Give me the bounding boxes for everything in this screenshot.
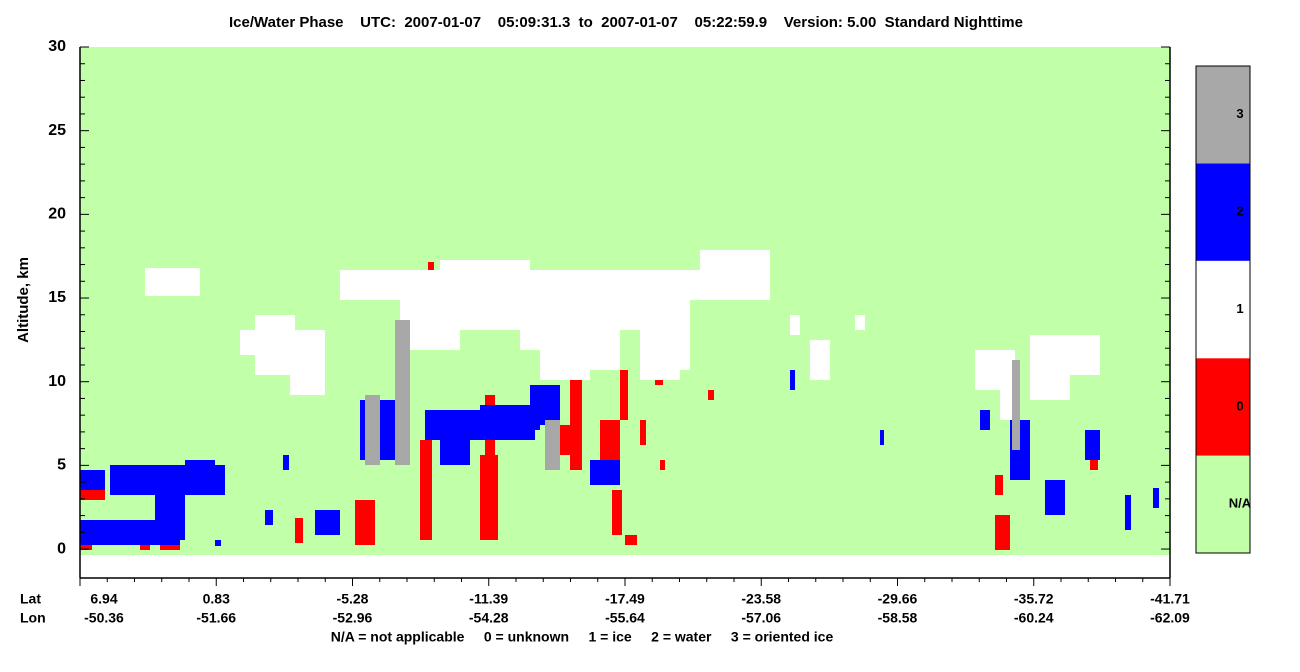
phase-region xyxy=(660,300,690,370)
phase-region xyxy=(975,350,1015,390)
phase-region xyxy=(995,515,1010,550)
colorbar-label: 3 xyxy=(1236,106,1243,121)
lat-tick-label: 6.94 xyxy=(90,591,117,607)
lat-tick-label: -41.71 xyxy=(1150,591,1190,607)
phase-region xyxy=(810,340,830,380)
y-tick-label: 20 xyxy=(48,206,66,223)
phase-region xyxy=(395,320,410,465)
phase-region xyxy=(1012,360,1020,450)
colorbar-swatch xyxy=(1196,455,1250,553)
phase-region xyxy=(480,455,498,540)
phase-region xyxy=(700,250,770,280)
y-tick-label: 25 xyxy=(48,122,66,139)
phase-region xyxy=(80,470,105,490)
lat-label: Lat xyxy=(20,591,41,607)
phase-region xyxy=(1030,370,1070,400)
phase-region xyxy=(440,260,530,280)
phase-region xyxy=(790,370,795,390)
lat-tick-label: 0.83 xyxy=(203,591,230,607)
colorbar-swatch xyxy=(1196,358,1250,456)
phase-region xyxy=(80,520,180,545)
phase-region xyxy=(1045,480,1065,515)
lat-tick-label: -5.28 xyxy=(337,591,369,607)
legend-note: N/A = not applicable 0 = unknown 1 = ice… xyxy=(331,629,834,645)
lat-tick-label: -35.72 xyxy=(1014,591,1054,607)
phase-region xyxy=(1090,455,1098,470)
phase-region xyxy=(600,420,620,470)
phase-region xyxy=(265,510,273,525)
lon-tick-label: -51.66 xyxy=(196,610,236,626)
phase-region xyxy=(145,268,200,296)
phase-region xyxy=(980,410,990,430)
colorbar-frame xyxy=(1195,65,1251,554)
colorbar-swatch xyxy=(1196,66,1250,164)
y-tick-label: 10 xyxy=(48,373,66,390)
phase-region xyxy=(290,330,325,395)
phase-region xyxy=(365,395,380,465)
colorbar-label: N/A xyxy=(1229,496,1252,511)
lon-tick-label: -60.24 xyxy=(1014,610,1054,626)
lon-tick-label: -58.58 xyxy=(878,610,918,626)
lat-tick-label: -29.66 xyxy=(878,591,918,607)
colorbar-label: 0 xyxy=(1236,398,1243,413)
y-tick-label: 30 xyxy=(48,38,66,55)
phase-region xyxy=(283,455,289,470)
lat-tick-label: -11.39 xyxy=(469,591,508,607)
phase-region xyxy=(355,500,375,545)
phase-region xyxy=(620,370,628,420)
y-tick-label: 0 xyxy=(57,540,66,557)
lon-tick-label: -57.06 xyxy=(741,610,781,626)
colorbar-label: 1 xyxy=(1236,301,1243,316)
y-tick-label: 5 xyxy=(57,457,66,474)
phase-region xyxy=(440,440,470,465)
y-tick-label: 15 xyxy=(48,289,66,306)
lon-label: Lon xyxy=(20,610,46,626)
phase-region xyxy=(185,460,215,490)
lon-tick-label: -52.96 xyxy=(333,610,373,626)
phase-region xyxy=(215,540,221,546)
phase-region xyxy=(660,460,665,470)
phase-region xyxy=(708,390,714,400)
phase-region xyxy=(545,420,560,470)
phase-region xyxy=(790,315,800,335)
phase-region xyxy=(880,430,884,445)
colorbar-label: 2 xyxy=(1236,204,1243,219)
phase-region xyxy=(855,315,865,330)
lon-tick-label: -55.64 xyxy=(605,610,645,626)
lon-tick-label: -50.36 xyxy=(84,610,124,626)
phase-region xyxy=(995,475,1003,495)
phase-region xyxy=(625,535,637,545)
phase-region xyxy=(590,460,620,485)
phase-region xyxy=(1125,495,1131,530)
colorbar-swatch xyxy=(1196,260,1250,359)
phase-region xyxy=(1153,488,1159,508)
phase-region xyxy=(612,490,622,535)
lat-tick-label: -17.49 xyxy=(605,591,645,607)
phase-region xyxy=(315,510,340,535)
lon-tick-label: -54.28 xyxy=(469,610,509,626)
phase-region xyxy=(640,420,646,445)
lon-tick-label: -62.09 xyxy=(1150,610,1190,626)
phase-region xyxy=(1030,335,1100,375)
phase-region xyxy=(420,440,432,540)
phase-region xyxy=(1085,430,1100,460)
phase-region xyxy=(295,518,303,543)
colorbar-swatch xyxy=(1196,163,1250,261)
chart-title: Ice/Water Phase UTC: 2007-01-07 05:09:31… xyxy=(229,14,1023,31)
phase-region xyxy=(460,290,520,330)
y-axis-label: Altitude, km xyxy=(15,257,32,343)
phase-region xyxy=(530,385,560,425)
phase-region xyxy=(255,315,295,375)
lat-tick-label: -23.58 xyxy=(741,591,781,607)
